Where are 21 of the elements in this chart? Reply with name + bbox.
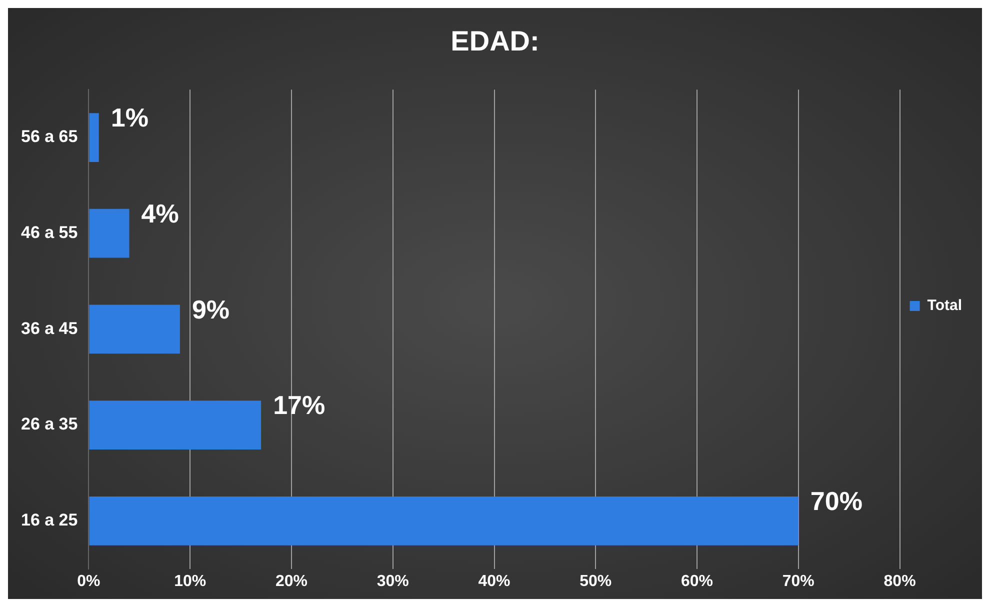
y-tick-label: 26 a 35: [20, 414, 78, 434]
data-label: 9%: [192, 294, 230, 324]
data-label: 1%: [110, 102, 148, 133]
x-tick-label: 60%: [681, 572, 714, 590]
x-tick-label: 0%: [77, 572, 100, 590]
y-tick-label: 16 a 25: [20, 510, 78, 530]
x-tick-label: 30%: [376, 572, 409, 590]
data-label: 4%: [141, 198, 179, 229]
x-tick-label: 50%: [580, 572, 612, 590]
y-tick-label: 56 a 65: [20, 127, 78, 146]
x-tick-label: 20%: [275, 572, 308, 590]
data-label: 70%: [810, 486, 862, 516]
chart-title: EDAD:: [450, 26, 540, 57]
legend-label: Total: [927, 297, 962, 314]
data-label: 17%: [273, 390, 326, 420]
x-tick-label: 80%: [884, 572, 916, 590]
y-tick-label: 46 a 55: [20, 223, 78, 242]
x-tick-label: 10%: [174, 572, 206, 590]
x-tick-label: 70%: [782, 572, 814, 590]
x-tick-label: 40%: [478, 572, 510, 590]
y-tick-label: 36 a 45: [20, 318, 78, 338]
